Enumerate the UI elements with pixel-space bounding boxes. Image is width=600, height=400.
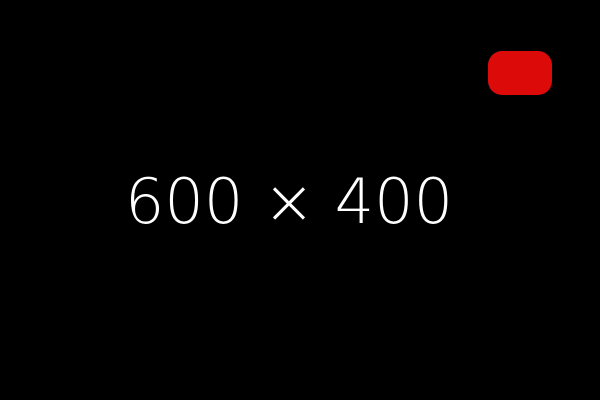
dimensions-label: 600 × 400 — [124, 165, 454, 238]
red-badge-icon[interactable] — [488, 51, 552, 95]
